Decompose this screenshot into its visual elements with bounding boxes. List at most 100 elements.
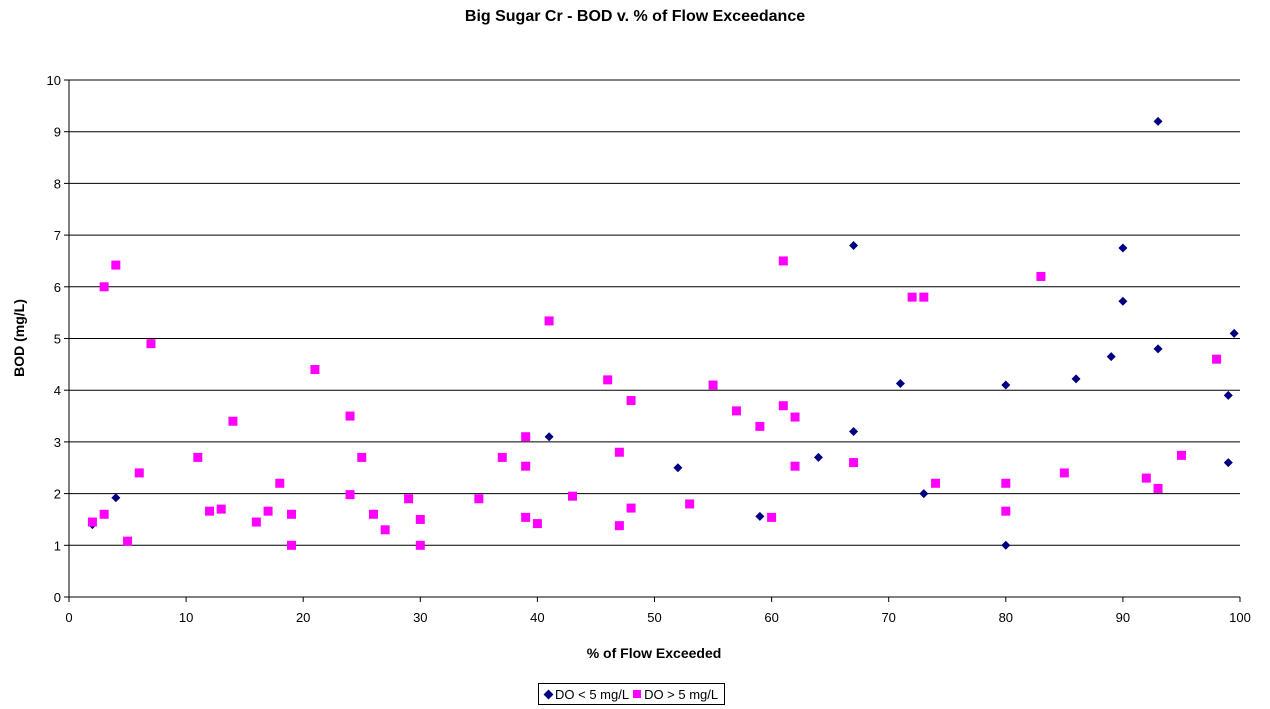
x-tick-label: 0	[65, 610, 72, 625]
data-point-do-above	[123, 536, 133, 546]
data-point-do-above	[521, 461, 531, 471]
data-point-do-below	[1153, 344, 1163, 354]
data-point-do-above	[134, 468, 144, 478]
x-tick-label: 90	[1116, 610, 1130, 625]
x-tick-label: 20	[296, 610, 310, 625]
data-point-do-above	[99, 509, 109, 519]
y-tick-label: 10	[47, 73, 61, 88]
data-point-do-above	[146, 339, 156, 349]
data-point-do-above	[755, 421, 765, 431]
data-point-do-below	[755, 511, 765, 521]
data-point-do-above	[415, 540, 425, 550]
legend: DO < 5 mg/L DO > 5 mg/L	[538, 683, 726, 705]
y-tick-label: 0	[54, 590, 61, 605]
x-tick-label: 60	[764, 610, 778, 625]
square-marker-icon	[633, 690, 642, 698]
data-point-do-above	[1059, 468, 1069, 478]
data-point-do-above	[357, 452, 367, 462]
data-point-do-above	[568, 491, 578, 501]
data-point-do-above	[474, 494, 484, 504]
diamond-marker-icon	[543, 689, 554, 699]
data-point-do-above	[614, 447, 624, 457]
data-point-do-above	[111, 260, 121, 270]
x-axis-title: % of Flow Exceeded	[587, 645, 722, 661]
data-point-do-above	[251, 517, 261, 527]
y-tick-label: 8	[54, 176, 61, 191]
data-point-do-above	[345, 490, 355, 500]
gridlines	[69, 79, 1240, 546]
data-point-do-above	[849, 458, 859, 468]
x-tick-label: 40	[530, 610, 544, 625]
y-tick-label: 9	[54, 125, 61, 140]
data-point-do-above	[603, 375, 613, 385]
data-point-do-above	[532, 519, 542, 529]
data-point-do-below	[544, 432, 554, 442]
data-point-do-below	[1118, 243, 1128, 253]
data-point-do-below	[849, 240, 859, 250]
y-tick-label: 7	[54, 228, 61, 243]
data-point-do-above	[368, 509, 378, 519]
data-point-do-above	[778, 401, 788, 411]
data-point-do-above	[404, 494, 414, 504]
legend-label: DO > 5 mg/L	[644, 686, 719, 702]
data-point-do-below	[1153, 116, 1163, 126]
data-point-do-above	[521, 512, 531, 522]
data-point-do-above	[286, 540, 296, 550]
data-point-do-above	[685, 499, 695, 509]
x-tick-label: 50	[647, 610, 661, 625]
data-point-do-above	[919, 292, 929, 302]
data-point-do-above	[931, 478, 941, 488]
data-point-do-above	[286, 509, 296, 519]
data-point-do-below	[1001, 380, 1011, 390]
data-point-do-above	[99, 282, 109, 292]
data-point-do-above	[415, 514, 425, 524]
axes	[64, 79, 1241, 602]
x-tick-label: 70	[881, 610, 895, 625]
data-point-do-above	[1141, 473, 1151, 483]
legend-label: DO < 5 mg/L	[555, 686, 630, 702]
legend-item-do-below: DO < 5 mg/L	[543, 686, 630, 702]
chart-title: Big Sugar Cr - BOD v. % of Flow Exceedan…	[464, 8, 806, 25]
data-point-do-above	[497, 452, 507, 462]
data-point-do-above	[275, 478, 285, 488]
data-point-do-below	[1118, 296, 1128, 306]
data-point-do-above	[790, 412, 800, 422]
y-tick-label: 2	[54, 487, 61, 502]
data-point-do-below	[895, 378, 905, 388]
data-point-do-below	[673, 463, 683, 473]
y-tick-label: 5	[54, 332, 61, 347]
data-point-do-above	[1036, 271, 1046, 281]
data-point-do-below	[1106, 352, 1116, 362]
data-point-do-above	[521, 432, 531, 442]
data-point-do-above	[778, 256, 788, 266]
data-point-do-above	[87, 517, 97, 527]
data-point-do-below	[813, 452, 823, 462]
data-point-do-below	[919, 489, 929, 499]
x-tick-label: 10	[179, 610, 193, 625]
data-point-do-below	[111, 493, 121, 503]
data-point-do-above	[626, 503, 636, 513]
data-point-do-above	[1153, 483, 1163, 493]
data-point-do-below	[1001, 540, 1011, 550]
data-point-do-above	[731, 406, 741, 416]
data-point-do-below	[1223, 458, 1233, 468]
data-point-do-above	[708, 380, 718, 390]
data-point-do-above	[263, 506, 273, 516]
data-point-do-above	[907, 292, 917, 302]
data-point-do-above	[193, 452, 203, 462]
data-point-do-above	[544, 316, 554, 326]
data-point-do-above	[1001, 506, 1011, 516]
data-point-do-above	[345, 411, 355, 421]
data-point-do-above	[790, 461, 800, 471]
data-point-do-below	[1223, 390, 1233, 400]
data-point-do-above	[1176, 450, 1186, 460]
y-axis-title: BOD (mg/L)	[11, 299, 27, 377]
data-point-do-above	[205, 506, 215, 516]
y-tick-label: 1	[54, 538, 61, 553]
data-point-do-above	[380, 525, 390, 535]
data-point-do-above	[228, 416, 238, 426]
data-point-do-below	[1071, 374, 1081, 384]
data-point-do-above	[626, 396, 636, 406]
